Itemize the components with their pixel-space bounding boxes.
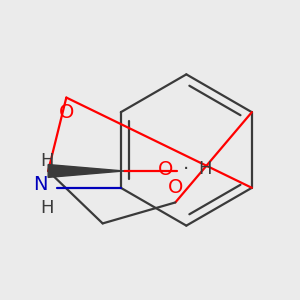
Text: H: H xyxy=(41,152,54,170)
Text: O: O xyxy=(158,160,173,179)
Text: ·: · xyxy=(183,160,189,179)
Text: H: H xyxy=(198,160,211,178)
Text: O: O xyxy=(58,103,74,122)
Text: H: H xyxy=(41,199,54,217)
Polygon shape xyxy=(48,164,124,177)
Text: O: O xyxy=(168,178,183,197)
Text: N: N xyxy=(33,175,47,194)
